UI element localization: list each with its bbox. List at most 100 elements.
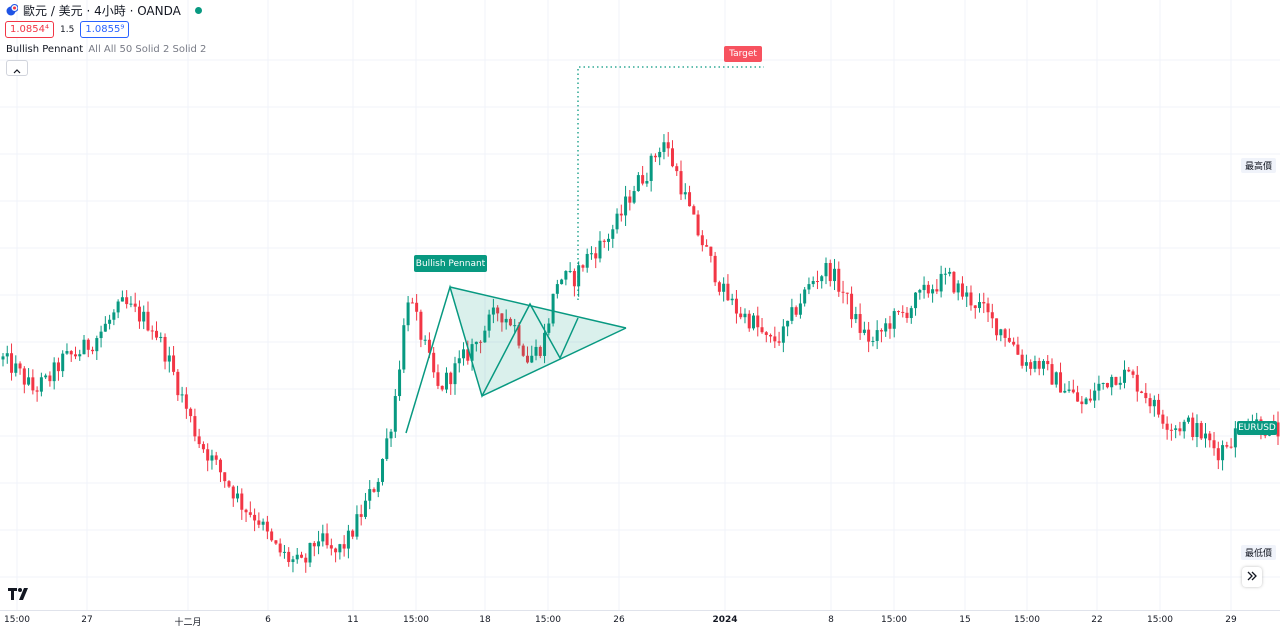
pennant-wave-lines <box>405 284 579 434</box>
candle-body <box>1127 369 1131 372</box>
candle-body <box>99 331 103 339</box>
candle-body <box>218 459 222 473</box>
candle-body <box>248 512 252 515</box>
time-axis-label: 6 <box>265 615 271 625</box>
candle-body <box>1024 362 1028 366</box>
scroll-to-realtime-button[interactable] <box>1242 567 1262 587</box>
candle-body <box>696 214 700 236</box>
candle-body <box>240 493 244 510</box>
candle-body <box>210 455 214 461</box>
candle-body <box>594 253 598 259</box>
indicator-legend[interactable]: Bullish Pennant All All 50 Solid 2 Solid… <box>6 44 206 55</box>
candle-body <box>645 180 649 184</box>
time-axis-label: 26 <box>613 615 625 625</box>
candle-body <box>120 297 124 302</box>
candle-body <box>338 544 342 553</box>
candle-body <box>1216 448 1220 461</box>
candle-body <box>607 238 611 242</box>
time-axis[interactable]: 15:00 27 十二月 6 11 15:00 18 15:00 26 2024… <box>0 610 1280 637</box>
candle-body <box>1204 433 1208 439</box>
chevron-up-icon <box>13 59 21 78</box>
buy-price-button[interactable]: 1.0855⁹ <box>80 21 130 38</box>
time-axis-label: 15:00 <box>1147 615 1173 625</box>
candle-body <box>978 302 982 309</box>
sell-price-button[interactable]: 1.0854⁴ <box>5 21 54 38</box>
candle-body <box>52 362 56 382</box>
candle-body <box>1157 399 1161 415</box>
candle-body <box>862 329 866 333</box>
candle-body <box>675 166 679 172</box>
candle-body <box>705 245 709 247</box>
candle-body <box>304 557 308 563</box>
price-chart[interactable] <box>0 0 1280 610</box>
target-projection <box>577 66 764 300</box>
candle-body <box>551 293 555 324</box>
candle-body <box>525 355 529 363</box>
candle-body <box>513 325 517 327</box>
candle-body <box>257 520 261 525</box>
candle-body <box>359 514 363 517</box>
collapse-legend-button[interactable] <box>6 60 28 76</box>
pennant-pattern <box>405 284 627 434</box>
candle-body <box>743 313 747 318</box>
candle-body <box>905 312 909 319</box>
candle-body <box>653 155 657 158</box>
candle-body <box>854 314 858 320</box>
candle-series <box>1 132 1280 573</box>
candle-body <box>658 151 662 158</box>
candle-body <box>48 375 52 382</box>
candle-body <box>641 175 645 184</box>
candle-body <box>850 293 854 320</box>
candle-body <box>291 559 295 563</box>
pennant-triangle-fill <box>450 287 626 396</box>
candle-body <box>287 551 291 563</box>
indicator-name[interactable]: Bullish Pennant <box>6 44 84 55</box>
candle-body <box>65 351 69 354</box>
candle-body <box>585 253 589 268</box>
candle-body <box>943 273 947 275</box>
candle-body <box>547 323 551 333</box>
candle-body <box>159 336 163 338</box>
candle-body <box>436 372 440 386</box>
candle-body <box>973 305 977 309</box>
symbol-title[interactable]: 歐元 / 美元 · 4小時 · OANDA <box>23 3 181 18</box>
candle-body <box>103 323 107 332</box>
candle-body <box>798 303 802 315</box>
candle-body <box>960 283 964 297</box>
chart-area[interactable]: 歐元 / 美元 · 4小時 · OANDA 1.0854⁴ 1.5 1.0855… <box>0 0 1280 610</box>
candle-body <box>368 489 372 501</box>
target-label[interactable]: Target <box>724 46 762 62</box>
candle-body <box>1276 422 1280 437</box>
tradingview-logo[interactable] <box>8 586 32 605</box>
candle-body <box>201 444 205 450</box>
spread-value: 1.5 <box>60 24 75 35</box>
candle-body <box>1105 382 1109 388</box>
candle-body <box>820 276 824 282</box>
candle-body <box>39 377 43 392</box>
candle-body <box>449 372 453 385</box>
pattern-label[interactable]: Bullish Pennant <box>414 255 487 272</box>
time-axis-label: 2024 <box>712 615 738 625</box>
candle-body <box>875 330 879 341</box>
candle-body <box>398 369 402 397</box>
candle-body <box>931 289 935 294</box>
candle-body <box>1084 398 1088 405</box>
candle-body <box>22 368 26 385</box>
candle-body <box>564 271 568 280</box>
candle-body <box>803 289 807 304</box>
candle-body <box>598 240 602 259</box>
symbol-header[interactable]: 歐元 / 美元 · 4小時 · OANDA <box>6 2 202 18</box>
candle-body <box>346 530 350 549</box>
candle-body <box>1093 390 1097 401</box>
candle-body <box>1233 428 1237 448</box>
candle-body <box>833 268 837 282</box>
candle-body <box>841 291 845 293</box>
candle-body <box>31 377 35 391</box>
candle-body <box>624 196 628 216</box>
candle-body <box>521 345 525 356</box>
candle-body <box>419 311 423 340</box>
candle-body <box>274 540 278 544</box>
candle-body <box>560 279 564 285</box>
candle-body <box>155 330 159 338</box>
candle-body <box>116 301 120 313</box>
